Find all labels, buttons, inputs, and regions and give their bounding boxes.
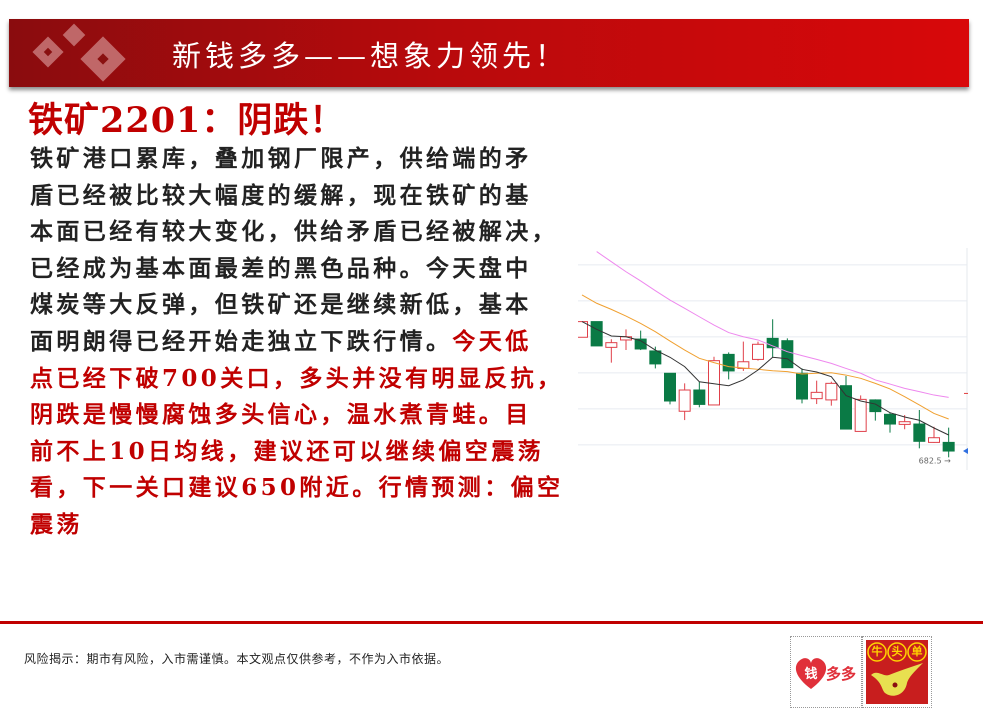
niutoudan-logo-text: 牛头单 xyxy=(871,645,932,658)
risk-disclaimer: 风险揭示：期市有风险，入市需谨慎。本文观点仅供参考，不作为入市依据。 xyxy=(24,652,450,666)
ma5-line xyxy=(581,321,949,436)
candle-down xyxy=(649,350,662,365)
header-banner: 新钱多多——想象力领先！ xyxy=(9,19,969,87)
candle-down xyxy=(913,423,926,442)
text-line: 已经成为基本面最差的黑色品种。今天盘中 xyxy=(30,254,532,282)
candle-down xyxy=(766,337,779,349)
highlight-segment: 今天低 xyxy=(452,327,532,355)
text-line: 煤炭等大反弹，但铁矿还是继续新低，基本 xyxy=(30,291,532,319)
candlestick-chart: 682.5 → xyxy=(578,248,968,470)
candle-down xyxy=(781,340,794,369)
candle-down xyxy=(869,399,882,413)
candle-up xyxy=(810,391,823,400)
highlight-line: 点已经下破700关口，多头并没有明显反抗， xyxy=(30,364,564,392)
candle-down xyxy=(590,321,603,347)
candle-up xyxy=(752,343,764,360)
text-segment: 面明朗得已经开始走独立下跌行情。 xyxy=(30,327,453,355)
candle-down xyxy=(693,389,706,405)
candle-up xyxy=(605,342,618,348)
analysis-text: 铁矿港口累库，叠加钢厂限产，供给端的矛 盾已经被比较大幅度的缓解，现在铁矿的基 … xyxy=(30,141,563,544)
ma10-line xyxy=(581,294,949,420)
heart-logo-icon: 钱 多多 xyxy=(795,658,856,689)
ma20-line xyxy=(596,251,949,398)
header-title: 新钱多多——想象力领先！ xyxy=(172,39,569,73)
bull-logo-icon xyxy=(866,640,928,704)
qianduoduo-logo: 钱 多多 xyxy=(790,636,862,708)
candle-up xyxy=(854,398,867,432)
highlight-line: 看，下一关口建议650附近。行情预测：偏空 xyxy=(30,474,564,502)
highlight-line: 前不上10日均线，建议还可以继续偏空震荡 xyxy=(30,437,545,465)
candle-down xyxy=(840,385,852,430)
candle-up xyxy=(928,437,940,443)
candle-down xyxy=(796,372,808,400)
candle-up xyxy=(898,421,911,425)
svg-text:钱: 钱 xyxy=(804,666,817,682)
candle-up xyxy=(678,389,691,412)
current-price-marker-icon xyxy=(963,448,968,455)
candle-down xyxy=(942,441,955,452)
candle-down xyxy=(722,353,735,372)
highlight-line: 震荡 xyxy=(30,510,83,538)
candle-down xyxy=(884,413,896,425)
svg-text:多多: 多多 xyxy=(826,665,856,683)
text-line: 盾已经被比较大幅度的缓解，现在铁矿的基 xyxy=(30,181,532,209)
text-line: 本面已经有较大变化，供给矛盾已经被解决， xyxy=(30,218,558,246)
low-price-label: 682.5 → xyxy=(919,456,951,465)
candle-up xyxy=(825,382,838,401)
divider xyxy=(0,621,983,624)
highlight-line: 阴跌是慢慢腐蚀多头信心，温水煮青蛙。目 xyxy=(30,401,532,429)
niutoudan-logo: 牛头单 xyxy=(862,636,932,708)
page-title: 铁矿2201：阴跌！ xyxy=(28,100,346,141)
decorative-pattern-icon xyxy=(32,23,126,82)
text-line: 面明朗得已经开始走独立下跌行情。今天低 xyxy=(30,324,563,361)
text-line: 铁矿港口累库，叠加钢厂限产，供给端的矛 xyxy=(30,145,532,172)
candle-down xyxy=(664,372,676,402)
